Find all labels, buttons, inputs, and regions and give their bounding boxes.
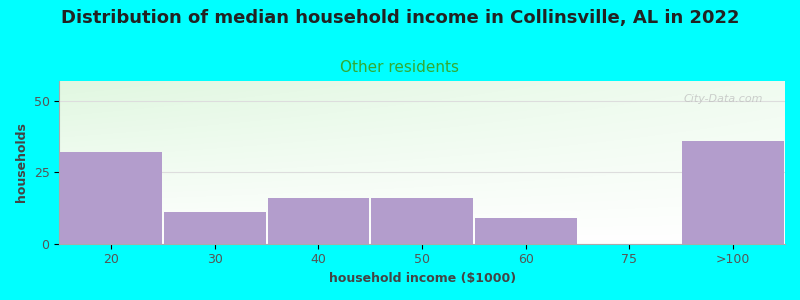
X-axis label: household income ($1000): household income ($1000) (329, 272, 516, 285)
Text: Distribution of median household income in Collinsville, AL in 2022: Distribution of median household income … (61, 9, 739, 27)
Text: City-Data.com: City-Data.com (684, 94, 763, 104)
Text: Other residents: Other residents (341, 60, 459, 75)
Bar (475, 218, 577, 244)
Bar (60, 152, 162, 244)
Bar (682, 141, 784, 244)
Bar (164, 212, 266, 244)
Bar (268, 198, 370, 244)
Y-axis label: households: households (15, 122, 28, 202)
Bar (371, 198, 473, 244)
